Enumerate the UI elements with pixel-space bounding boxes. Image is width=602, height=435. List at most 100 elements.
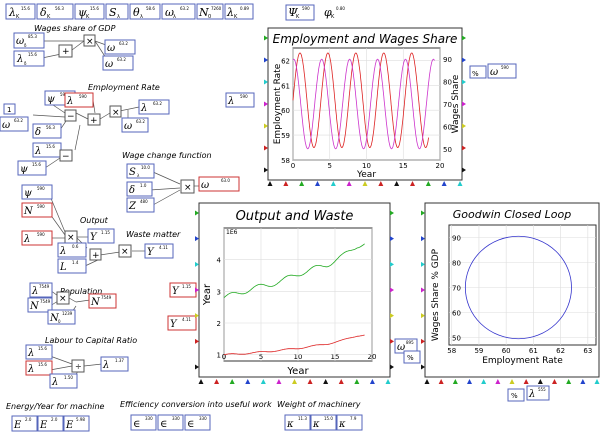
var-y-side2[interactable]: Y 4.11 [167,315,197,331]
employment-marker[interactable] [425,181,431,186]
var-omega-delta[interactable]: ω δ 85.3 [13,32,45,49]
var-lambda-k-emp2[interactable]: λ 15.6 [32,142,62,158]
output-marker[interactable] [338,379,344,384]
goodwin-left-side-marker[interactable] [421,210,425,216]
var-k-f[interactable]: κ 7.9 [336,414,363,431]
var-phi-wage[interactable]: δ 1.0 [126,181,153,197]
employment-right-side-marker[interactable] [462,57,466,63]
var-psi-output[interactable]: ψ 590 [21,184,53,200]
op-times-wage[interactable]: × [83,34,96,47]
var-omega-out[interactable]: ω 63.2 [104,39,136,55]
output-left-side-marker[interactable] [195,338,199,344]
employment-marker[interactable] [378,181,384,186]
op-plus-wage[interactable]: + [58,44,73,58]
var-k-e[interactable]: κ 11.3 [284,414,311,431]
op-times-wagechg[interactable]: × [180,179,195,194]
op-times-emp[interactable]: × [109,105,122,118]
goodwin-left-side-marker[interactable] [421,236,425,242]
var-pct-goodwin[interactable]: % λ 555 [507,385,550,402]
goodwin-left-side-marker[interactable] [421,261,425,267]
employment-right-side-marker[interactable] [462,79,466,85]
var-lambda-kap-out[interactable]: λ 1.37 [100,356,129,372]
output-marker[interactable] [292,379,297,384]
employment-marker[interactable] [283,181,289,186]
var-k-m[interactable]: κ 15.0 [310,414,337,431]
var-e-e[interactable]: E 2.0 [11,415,38,432]
output-left-side-marker[interactable] [195,364,199,370]
employment-left-side-marker[interactable] [264,123,268,129]
var-omega-side-right[interactable]: % ω 590 [469,63,517,79]
var-n-pop[interactable]: N 7549 [27,297,53,313]
var-s-lambda-top[interactable]: S λ [105,3,129,20]
var-lambda-kap-omega[interactable]: λ 1.50 [49,373,78,389]
goodwin-left-side-marker[interactable] [421,338,425,344]
var-omega-t-emp[interactable]: ω 63.2 [0,116,29,132]
var-s-lambda-wage[interactable]: S λ 10.0 [126,163,155,179]
op-times-waste[interactable]: × [118,244,132,258]
var-theta-lambda-top[interactable]: θ λ 58.6 [129,3,161,20]
var-lambda-delta[interactable]: λ δ 15.6 [13,50,45,67]
output-left-side-marker[interactable] [195,313,199,319]
var-lambda-side[interactable]: λ 590 [225,92,255,108]
output-right-side-marker[interactable] [390,364,394,370]
var-omega-lambda-top[interactable]: ω λ 63.2 [161,3,196,20]
employment-right-side-marker[interactable] [462,123,466,129]
employment-marker[interactable] [410,181,415,186]
var-n-zero-pop[interactable]: N 0 1239 [47,309,76,325]
op-times-output[interactable]: × [64,230,78,244]
var-lambda-k-top[interactable]: λ K 15.6 [5,3,36,20]
output-right-side-marker[interactable] [390,236,394,242]
employment-right-side-marker[interactable] [462,145,466,151]
employment-marker[interactable] [330,181,336,186]
goodwin-marker[interactable] [537,379,543,384]
output-left-side-marker[interactable] [195,261,199,267]
goodwin-marker[interactable] [424,379,430,384]
op-div-emp[interactable]: − [64,109,77,122]
output-marker[interactable] [354,379,360,384]
var-l-waste[interactable]: L 1.4 [57,258,87,274]
var-lambda-out-emp[interactable]: λ 63.2 [138,99,170,115]
employment-marker[interactable] [362,181,368,186]
var-psi-k-top[interactable]: ψ K 15.6 [74,3,105,20]
var-eff-f[interactable]: ∈ 330 [184,414,211,431]
var-lambda-kap[interactable]: λ 15.6 [25,344,53,360]
goodwin-marker[interactable] [509,379,515,384]
var-omega-goodwin[interactable]: ω 895 % [394,338,421,364]
employment-marker[interactable] [441,181,447,186]
employment-right-side-marker[interactable] [462,101,466,107]
var-psi-big-k[interactable]: Ψ K 590 [285,4,315,21]
output-marker[interactable] [260,379,266,384]
var-n-zero-top[interactable]: N 0 7260 [196,3,224,20]
var-psi-k-emp2[interactable]: ψ 15.6 [17,160,47,176]
goodwin-left-side-marker[interactable] [421,364,425,370]
op-times-pop[interactable]: × [56,291,70,305]
var-lambda-pop[interactable]: λ 7549 [29,282,53,298]
output-right-side-marker[interactable] [390,338,394,344]
goodwin-left-side-marker[interactable] [421,313,425,319]
employment-wages-chart[interactable]: Employment and Wages Share 0 5 10 15 20 58 59 60… [264,27,466,186]
goodwin-marker[interactable] [594,379,600,384]
goodwin-marker[interactable] [481,379,487,384]
var-n-output[interactable]: N 590 [21,202,53,218]
employment-marker[interactable] [457,181,463,186]
op-plus-waste[interactable]: + [89,248,102,261]
goodwin-left-side-marker[interactable] [421,287,425,293]
var-phi-k[interactable]: φ K 0.80 [324,6,345,20]
goodwin-marker[interactable] [495,379,501,384]
var-lambda-k-top-2[interactable]: λ K 0.89 [224,3,254,20]
var-delta-k-emp[interactable]: δ 56.3 [32,123,62,139]
op-div-labour[interactable]: ÷ [71,359,85,373]
var-lambda-kap2[interactable]: λ 15.6 [25,360,53,376]
employment-left-side-marker[interactable] [264,79,268,85]
output-marker[interactable] [369,379,375,384]
var-y-waste[interactable]: Y 4.11 [144,243,174,259]
output-marker[interactable] [323,379,329,384]
goodwin-marker[interactable] [580,379,586,384]
employment-marker[interactable] [267,181,273,186]
employment-marker[interactable] [394,181,400,186]
var-omega-wagechg[interactable]: ω 63.0 [198,176,240,192]
output-marker[interactable] [276,379,282,384]
output-left-side-marker[interactable] [195,210,199,216]
employment-left-side-marker[interactable] [264,145,268,151]
